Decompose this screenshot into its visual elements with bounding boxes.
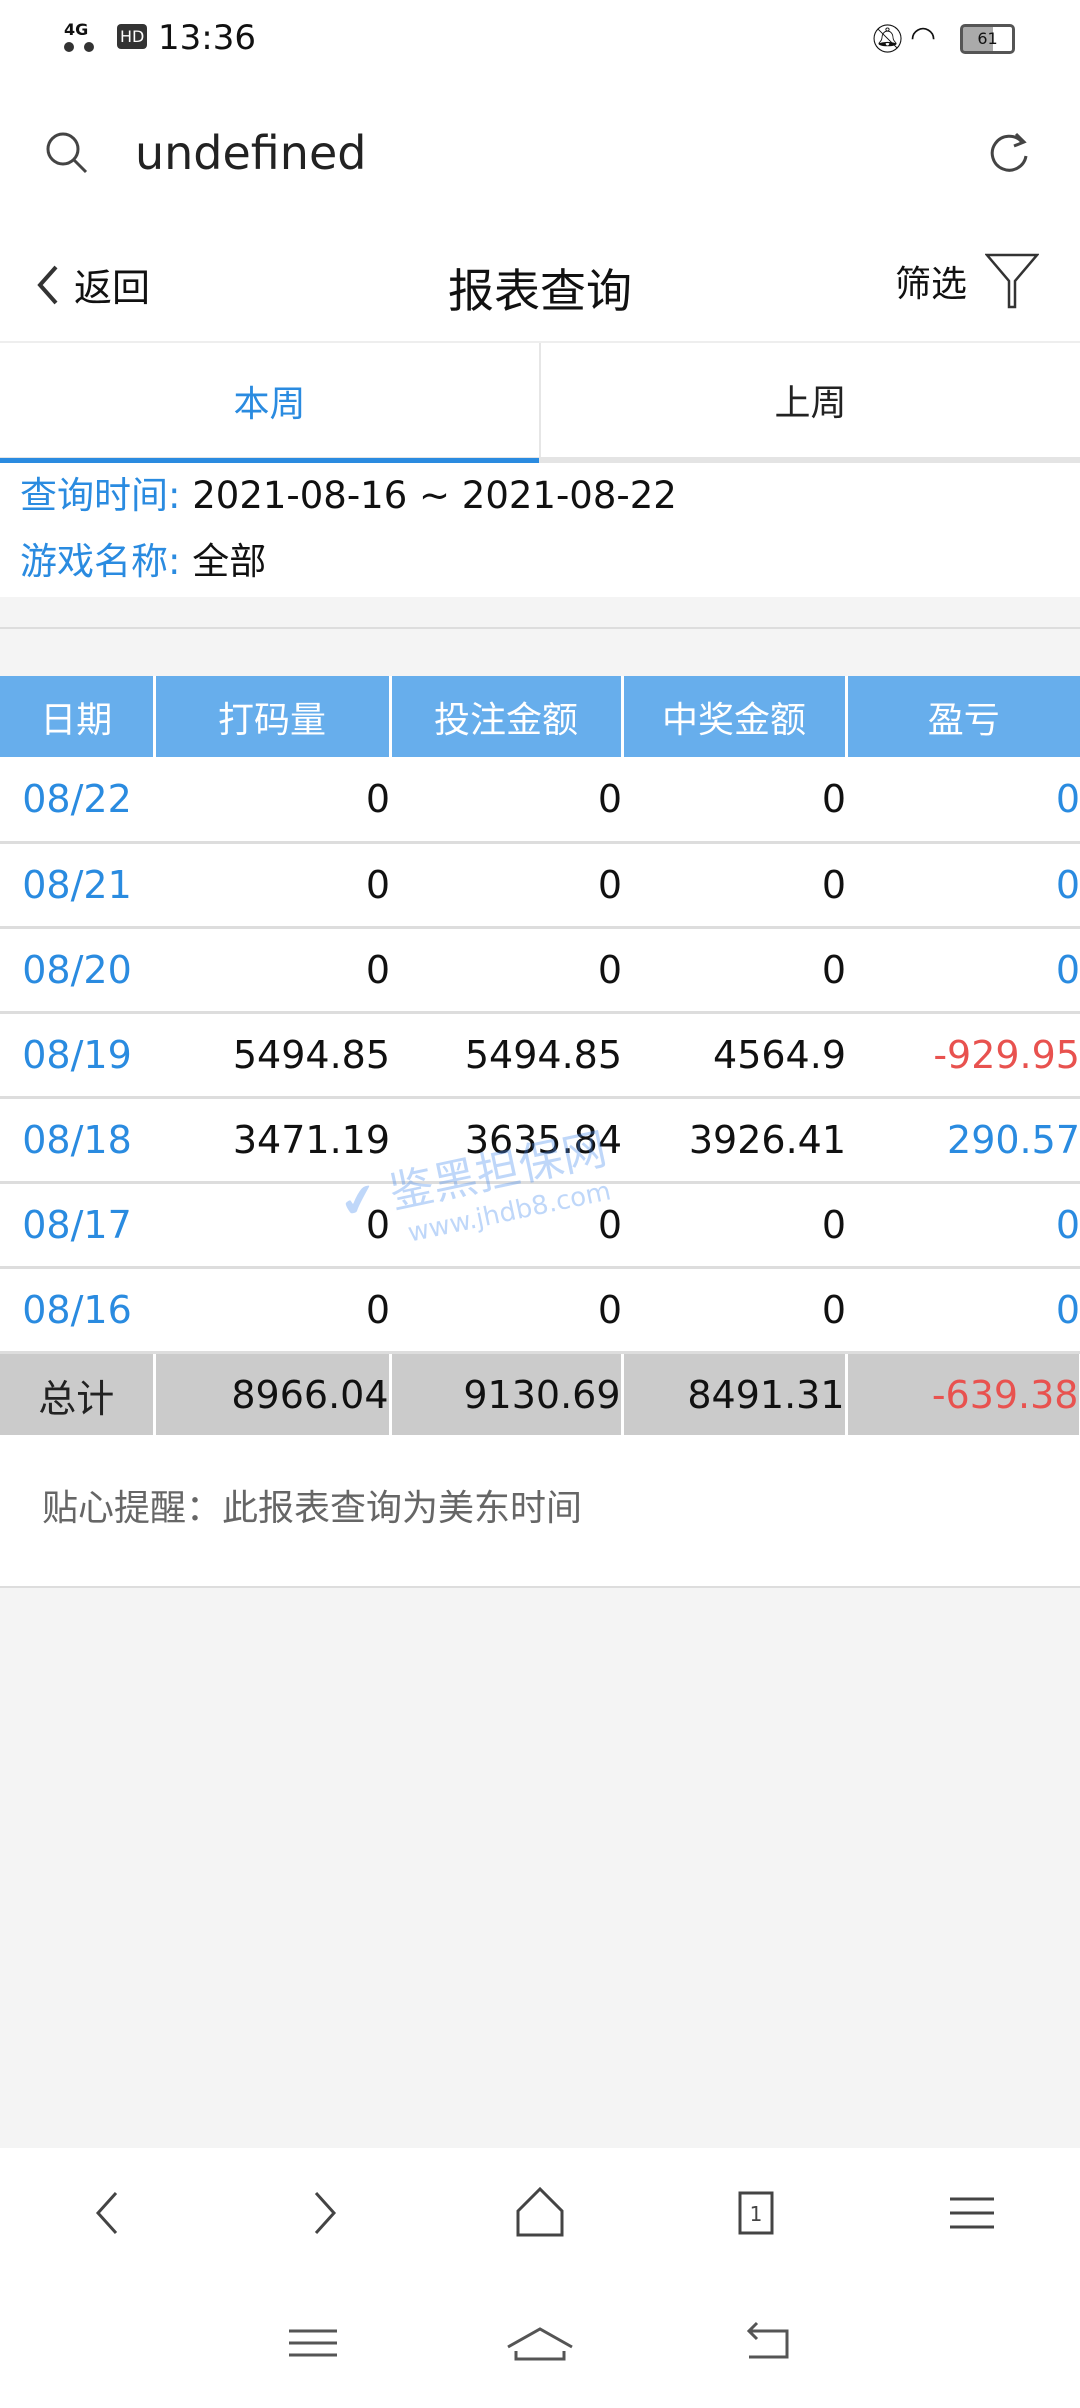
cell-win: 0 — [622, 1267, 846, 1354]
back-nav-icon[interactable] — [727, 2303, 807, 2383]
address-bar: undefined — [0, 80, 1080, 235]
battery-icon: 61 — [960, 24, 1015, 54]
cell-date[interactable]: 08/18 — [0, 1097, 154, 1184]
col-win-amount: 中奖金额 — [622, 676, 848, 757]
cell-bet: 0 — [390, 757, 622, 844]
home-nav-icon[interactable] — [500, 2303, 580, 2383]
chevron-left-icon — [37, 265, 58, 304]
cell-turnover: 0 — [154, 757, 390, 844]
cell-bet: 5494.85 — [390, 1012, 622, 1099]
cell-win: 0 — [622, 1182, 846, 1269]
tab-this-week[interactable]: 本周 — [0, 343, 539, 463]
cell-win: 0 — [622, 842, 846, 929]
back-button[interactable]: 返回 — [34, 257, 150, 312]
cell-win: 3926.41 — [622, 1097, 846, 1184]
cell-win: 0 — [622, 757, 846, 844]
menu-icon[interactable] — [932, 2173, 1012, 2253]
signal-icon — [64, 38, 94, 52]
cell-date[interactable]: 08/22 — [0, 757, 154, 844]
cell-date[interactable]: 08/16 — [0, 1267, 154, 1354]
game-name-label: 游戏名称: — [20, 540, 181, 583]
browser-toolbar: 1 — [0, 2148, 1080, 2278]
cell-turnover: 0 — [154, 1267, 390, 1354]
divider — [0, 597, 1080, 629]
report-table: 日期 打码量 投注金额 中奖金额 盈亏 08/22 0 0 0 0 08/21 0 0 0 0 08… — [0, 676, 1080, 1437]
search-icon[interactable] — [44, 130, 90, 176]
cell-date[interactable]: 08/20 — [0, 927, 154, 1014]
table-row: 08/22 0 0 0 0 — [0, 757, 1080, 844]
cell-bet: 0 — [390, 1182, 622, 1269]
filter-icon — [985, 253, 1040, 309]
table-row: 08/17 0 0 0 0 — [0, 1182, 1080, 1269]
cell-profit: 290.57 — [846, 1097, 1080, 1184]
cell-date: 总计 — [0, 1352, 156, 1437]
cell-profit: 0 — [846, 927, 1080, 1014]
table-row: 08/19 5494.85 5494.85 4564.9 -929.95 — [0, 1012, 1080, 1099]
cell-turnover: 5494.85 — [154, 1012, 390, 1099]
query-time-value: 2021-08-16 ~ 2021-08-22 — [192, 474, 677, 517]
cell-bet: 0 — [390, 842, 622, 929]
wifi-icon: ◠ — [910, 20, 937, 55]
cell-date[interactable]: 08/17 — [0, 1182, 154, 1269]
forward-icon[interactable] — [284, 2173, 364, 2253]
cell-profit: -929.95 — [846, 1012, 1080, 1099]
col-profit: 盈亏 — [846, 676, 1080, 757]
cell-turnover: 8966.04 — [154, 1352, 392, 1437]
svg-text:1: 1 — [750, 2202, 763, 2226]
page-header: 返回 报表查询 筛选 — [0, 235, 1080, 343]
query-info: 查询时间: 2021-08-16 ~ 2021-08-22 游戏名称: 全部 — [0, 463, 1080, 597]
total-row: 总计 8966.04 9130.69 8491.31 -639.38 — [0, 1352, 1080, 1437]
cell-date[interactable]: 08/21 — [0, 842, 154, 929]
cell-date[interactable]: 08/19 — [0, 1012, 154, 1099]
filter-label: 筛选 — [895, 264, 968, 305]
cell-turnover: 0 — [154, 927, 390, 1014]
week-tabs: 本周 上周 — [0, 343, 1080, 463]
col-bet-amount: 投注金额 — [390, 676, 624, 757]
page-title: 报表查询 — [448, 264, 632, 318]
refresh-icon[interactable] — [986, 130, 1032, 176]
cell-turnover: 0 — [154, 842, 390, 929]
table-row: 08/18 3471.19 3635.84 3926.41 290.57 — [0, 1097, 1080, 1184]
clock: 13:36 — [158, 18, 256, 58]
system-nav-bar — [0, 2278, 1080, 2408]
table-row: 08/20 0 0 0 0 — [0, 927, 1080, 1014]
cell-profit: 0 — [846, 1182, 1080, 1269]
tabs-icon[interactable]: 1 — [716, 2173, 796, 2253]
col-turnover: 打码量 — [154, 676, 392, 757]
game-name-value: 全部 — [192, 540, 267, 583]
cell-profit: -639.38 — [846, 1352, 1080, 1437]
reminder-text: 贴心提醒：此报表查询为美东时间 — [0, 1435, 1080, 1588]
filter-button[interactable]: 筛选 — [895, 253, 1040, 309]
cell-turnover: 0 — [154, 1182, 390, 1269]
mute-icon: 🔕︎ — [870, 22, 906, 55]
cell-win: 8491.31 — [622, 1352, 848, 1437]
cell-win: 0 — [622, 927, 846, 1014]
status-bar: 4G HD 13:36 🔕︎ ◠ 61 — [0, 0, 1080, 80]
cell-bet: 9130.69 — [390, 1352, 624, 1437]
cell-turnover: 3471.19 — [154, 1097, 390, 1184]
query-time-label: 查询时间: — [20, 474, 181, 517]
hd-icon: HD — [117, 24, 148, 49]
back-icon[interactable] — [68, 2173, 148, 2253]
cell-win: 4564.9 — [622, 1012, 846, 1099]
cell-profit: 0 — [846, 842, 1080, 929]
home-icon[interactable] — [500, 2173, 580, 2253]
back-label: 返回 — [74, 266, 151, 310]
table-row: 08/21 0 0 0 0 — [0, 842, 1080, 929]
table-row: 08/16 0 0 0 0 — [0, 1267, 1080, 1354]
cell-bet: 0 — [390, 1267, 622, 1354]
cell-profit: 0 — [846, 757, 1080, 844]
url-input[interactable]: undefined — [135, 126, 367, 180]
recent-apps-icon[interactable] — [273, 2303, 353, 2383]
cell-profit: 0 — [846, 1267, 1080, 1354]
network-indicator: 4G — [64, 20, 89, 39]
cell-bet: 3635.84 — [390, 1097, 622, 1184]
cell-bet: 0 — [390, 927, 622, 1014]
col-date: 日期 — [0, 676, 156, 757]
tab-last-week[interactable]: 上周 — [539, 343, 1080, 457]
